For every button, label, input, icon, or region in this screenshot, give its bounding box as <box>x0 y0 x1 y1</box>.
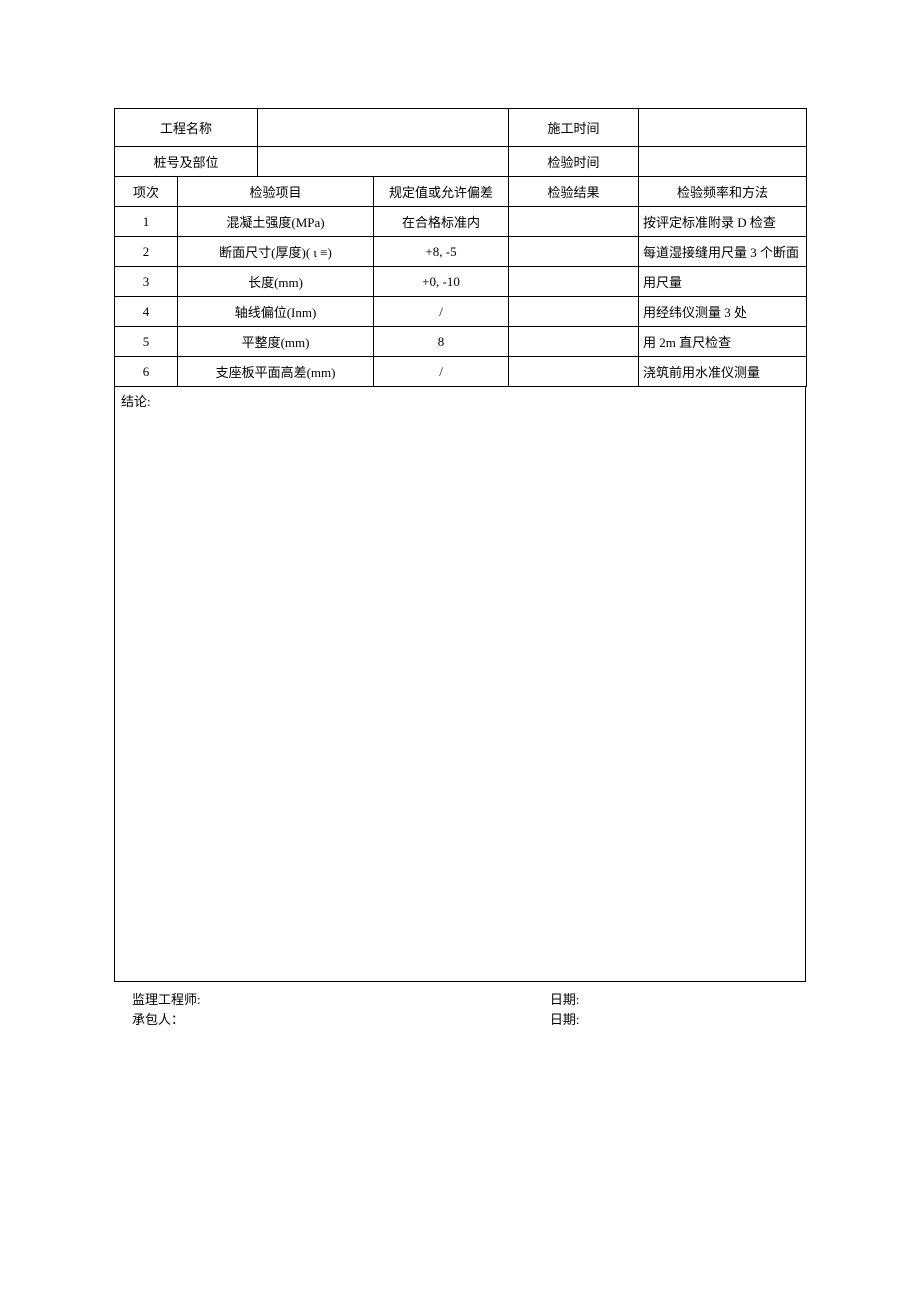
stake-label: 桩号及部位 <box>115 147 258 177</box>
inspection-form-table: 工程名称 施工时间 桩号及部位 检验时间 项次 检验项目 规定值或允许偏差 检验… <box>114 108 807 387</box>
row-spec: / <box>374 357 509 387</box>
table-row: 5 平整度(mm) 8 用 2m 直尺检查 <box>115 327 807 357</box>
row-spec: +0, -10 <box>374 267 509 297</box>
inspection-time-label: 检验时间 <box>509 147 639 177</box>
row-spec: 8 <box>374 327 509 357</box>
column-header-row: 项次 检验项目 规定值或允许偏差 检验结果 检验频率和方法 <box>115 177 807 207</box>
header-row-2: 桩号及部位 检验时间 <box>115 147 807 177</box>
construction-time-label: 施工时间 <box>509 109 639 147</box>
row-item: 混凝土强度(MPa) <box>178 207 374 237</box>
row-item: 平整度(mm) <box>178 327 374 357</box>
row-index: 3 <box>115 267 178 297</box>
conclusion-box[interactable]: 结论: <box>114 387 806 982</box>
col-spec: 规定值或允许偏差 <box>374 177 509 207</box>
row-index: 1 <box>115 207 178 237</box>
row-result[interactable] <box>509 207 639 237</box>
row-spec: +8, -5 <box>374 237 509 267</box>
footer-left: 监理工程师: 承包人： <box>132 990 550 1030</box>
row-method: 用 2m 直尺检查 <box>639 327 807 357</box>
inspection-time-value[interactable] <box>639 147 807 177</box>
footer-right: 日期: 日期: <box>550 990 806 1030</box>
row-item: 长度(mm) <box>178 267 374 297</box>
conclusion-label: 结论: <box>121 394 151 409</box>
row-result[interactable] <box>509 237 639 267</box>
row-method: 每道湿接缝用尺量 3 个断面 <box>639 237 807 267</box>
row-result[interactable] <box>509 297 639 327</box>
row-result[interactable] <box>509 357 639 387</box>
row-method: 用经纬仪测量 3 处 <box>639 297 807 327</box>
col-result: 检验结果 <box>509 177 639 207</box>
table-row: 6 支座板平面高差(mm) / 浇筑前用水准仪测量 <box>115 357 807 387</box>
stake-value[interactable] <box>258 147 509 177</box>
header-row-1: 工程名称 施工时间 <box>115 109 807 147</box>
row-method: 浇筑前用水准仪测量 <box>639 357 807 387</box>
table-row: 1 混凝土强度(MPa) 在合格标准内 按评定标准附录 D 检查 <box>115 207 807 237</box>
col-item: 检验项目 <box>178 177 374 207</box>
col-index: 项次 <box>115 177 178 207</box>
row-method: 用尺量 <box>639 267 807 297</box>
row-index: 6 <box>115 357 178 387</box>
row-method: 按评定标准附录 D 检查 <box>639 207 807 237</box>
row-spec: 在合格标准内 <box>374 207 509 237</box>
supervisor-label: 监理工程师: <box>132 990 550 1010</box>
contractor-label: 承包人： <box>132 1010 550 1030</box>
date-label-1: 日期: <box>550 990 806 1010</box>
footer: 监理工程师: 承包人： 日期: 日期: <box>114 990 806 1030</box>
row-result[interactable] <box>509 327 639 357</box>
date-label-2: 日期: <box>550 1010 806 1030</box>
row-index: 4 <box>115 297 178 327</box>
row-item: 轴线偏位(Inm) <box>178 297 374 327</box>
table-row: 4 轴线偏位(Inm) / 用经纬仪测量 3 处 <box>115 297 807 327</box>
project-name-label: 工程名称 <box>115 109 258 147</box>
row-index: 5 <box>115 327 178 357</box>
table-row: 3 长度(mm) +0, -10 用尺量 <box>115 267 807 297</box>
row-result[interactable] <box>509 267 639 297</box>
project-name-value[interactable] <box>258 109 509 147</box>
row-item: 断面尺寸(厚度)( ι ≡) <box>178 237 374 267</box>
row-spec: / <box>374 297 509 327</box>
row-item: 支座板平面高差(mm) <box>178 357 374 387</box>
row-index: 2 <box>115 237 178 267</box>
col-method: 检验频率和方法 <box>639 177 807 207</box>
table-row: 2 断面尺寸(厚度)( ι ≡) +8, -5 每道湿接缝用尺量 3 个断面 <box>115 237 807 267</box>
construction-time-value[interactable] <box>639 109 807 147</box>
